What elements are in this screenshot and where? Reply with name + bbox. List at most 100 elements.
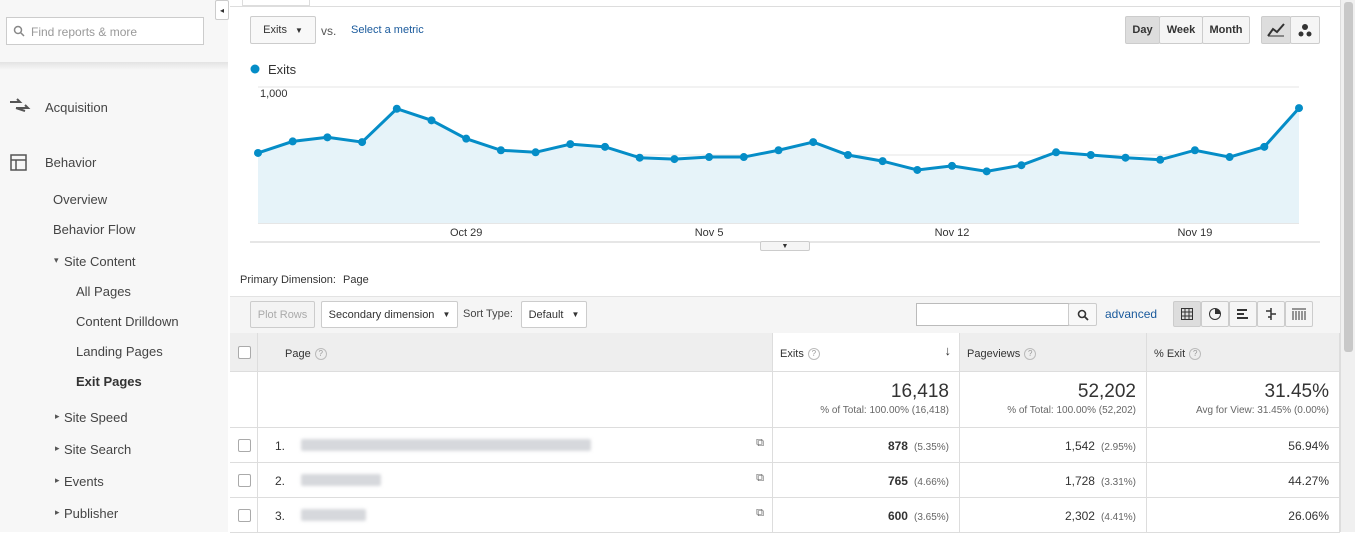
collapse-sidebar[interactable]: ◂ [215, 0, 229, 20]
search-button[interactable] [1068, 303, 1097, 326]
nav-section[interactable]: Behavior [45, 155, 97, 170]
nav-item[interactable]: Content Drilldown [76, 314, 179, 329]
view-bar[interactable] [1229, 301, 1257, 327]
point [1156, 155, 1165, 164]
line-chart-toggle[interactable] [1261, 16, 1291, 44]
point [323, 133, 332, 142]
nav-item[interactable]: Site Search [64, 442, 132, 457]
collapse-arrow: ▸ [55, 507, 60, 517]
column-header[interactable]: % Exit? [1154, 348, 1202, 360]
exits-cell: 878 (5.35%) [888, 439, 949, 453]
plot-rows[interactable]: Plot Rows [250, 301, 315, 328]
total-note: Avg for View: 31.45% (0.00%) [1195, 405, 1329, 416]
table-search[interactable] [916, 303, 1069, 326]
view-compare[interactable] [1257, 301, 1285, 327]
point [982, 167, 991, 176]
nav-item[interactable]: Events [64, 474, 104, 489]
open-link-icon[interactable]: ⧉ [756, 437, 764, 449]
point [531, 148, 540, 157]
secondary-dimension[interactable]: Secondary dimension ▼ [321, 301, 458, 328]
open-link-icon[interactable]: ⧉ [756, 472, 764, 484]
table-cell: 600 (3.65%) [773, 498, 960, 533]
exit-rate: 26.06% [1288, 509, 1329, 523]
table-cell: 44.27% [1147, 463, 1340, 498]
y-tick-label: 1,000 [260, 88, 288, 100]
sort-arrow[interactable]: ↓ [944, 343, 952, 358]
dropdown-arrow: ▼ [571, 310, 580, 319]
blurred-page [301, 509, 366, 521]
table-cell: Page? [258, 333, 773, 372]
sort-value: Default [528, 308, 564, 321]
column-header[interactable]: Pageviews? [967, 348, 1037, 360]
column-label: % Exit [1154, 348, 1186, 360]
point [566, 140, 575, 149]
nav-item[interactable]: Site Content [64, 254, 136, 269]
view-pivot[interactable] [1285, 301, 1313, 327]
nav-item[interactable]: All Pages [76, 284, 131, 299]
table-cell: 1,728 (3.31%) [960, 463, 1147, 498]
table-cell: 1,542 (2.95%) [960, 428, 1147, 463]
search-box[interactable]: Find reports & more [6, 17, 204, 45]
nav-item[interactable]: Publisher [64, 506, 119, 521]
tab[interactable] [242, 0, 310, 6]
point [878, 157, 887, 166]
pageviews-percent: (4.41%) [1100, 512, 1136, 523]
sort-label: Sort Type: [463, 308, 513, 320]
period-month[interactable]: Month [1202, 16, 1250, 44]
point [462, 134, 471, 143]
advanced-link[interactable]: advanced [1105, 307, 1158, 321]
chart-resize[interactable]: ▼ [760, 241, 810, 251]
table-cell: 765 (4.66%) [773, 463, 960, 498]
point [392, 104, 401, 113]
checkbox[interactable] [238, 439, 251, 452]
x-tick-label: Nov 12 [935, 227, 970, 239]
checkbox[interactable] [238, 346, 251, 359]
point [1052, 148, 1061, 157]
pageviews-percent: (3.31%) [1100, 477, 1136, 488]
nav-section[interactable]: Acquisition [45, 100, 108, 115]
period-day[interactable]: Day [1125, 16, 1160, 44]
nav-item[interactable]: Overview [53, 192, 108, 207]
row-index: 1. [275, 439, 286, 453]
point [1121, 153, 1130, 162]
table-cell [230, 333, 258, 372]
nav-item[interactable]: Behavior Flow [53, 222, 136, 237]
column-label: Exits [780, 348, 804, 360]
column-header[interactable]: Exits? [780, 348, 820, 360]
bar-icon [1237, 309, 1248, 319]
exits-cell: 765 (4.66%) [888, 474, 949, 488]
search-icon [1077, 309, 1089, 321]
collapse-arrow: ▸ [55, 411, 60, 421]
point [635, 153, 644, 162]
select-metric[interactable]: Select a metric [351, 24, 424, 36]
dimension-value[interactable]: Page [343, 274, 369, 286]
nav-item[interactable]: Landing Pages [76, 344, 163, 359]
column-header[interactable]: Page? [285, 348, 327, 360]
motion-chart-toggle[interactable] [1290, 16, 1320, 44]
checkbox[interactable] [238, 474, 251, 487]
line-icon [1267, 23, 1285, 37]
total-note: % of Total: 100.00% (16,418) [820, 405, 949, 416]
sort-type[interactable]: Default ▼ [521, 301, 587, 328]
dropdown-arrow: ▼ [442, 310, 451, 319]
nav-item[interactable]: Site Speed [64, 410, 128, 425]
table-cell [230, 372, 258, 428]
table-cell: Exits? ↓ [773, 333, 960, 372]
expand-arrow: ▾ [54, 255, 59, 265]
column-label: Pageviews [967, 348, 1021, 360]
exits-percent: (4.66%) [913, 477, 949, 488]
point [1295, 104, 1303, 113]
point [774, 146, 783, 155]
point [1225, 153, 1234, 162]
checkbox[interactable] [238, 509, 251, 522]
nav-item-active[interactable]: Exit Pages [76, 374, 142, 389]
metric-dropdown[interactable]: Exits ▼ [250, 16, 316, 44]
point [254, 148, 262, 157]
pageviews-cell: 1,728 (3.31%) [1065, 474, 1136, 488]
acquisition-icon [10, 98, 31, 112]
open-link-icon[interactable]: ⧉ [756, 507, 764, 519]
period-week[interactable]: Week [1159, 16, 1203, 44]
view-table[interactable] [1173, 301, 1201, 327]
scroll-thumb[interactable] [1344, 2, 1353, 352]
view-pie[interactable] [1201, 301, 1229, 327]
